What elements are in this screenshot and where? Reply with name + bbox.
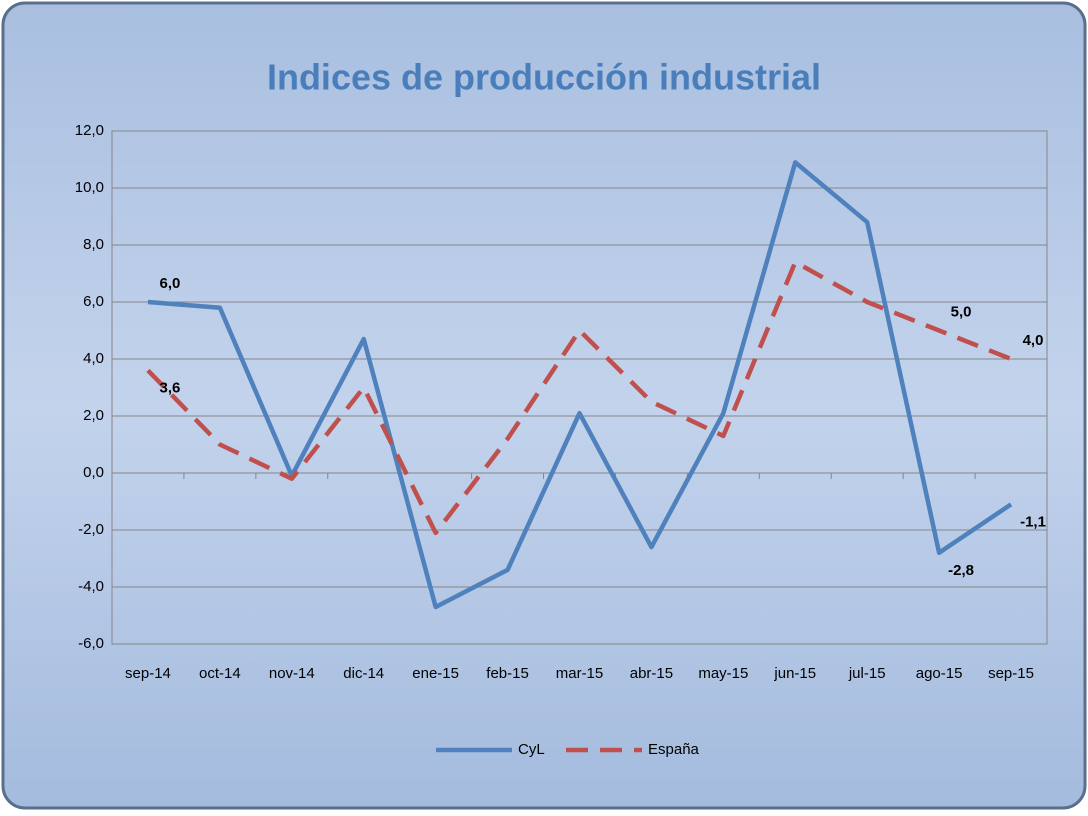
y-tick-label: -4,0 [78, 578, 104, 595]
y-tick-label: -6,0 [78, 635, 104, 652]
x-tick-label: nov-14 [269, 665, 315, 682]
x-tick-label: ene-15 [412, 665, 459, 682]
data-label: -1,1 [1020, 513, 1046, 530]
data-line [146, 259, 1012, 536]
x-tick-label: ago-15 [916, 665, 963, 682]
x-tick-label: abr-15 [630, 665, 673, 682]
data-label: -2,8 [948, 562, 974, 579]
x-tick-label: dic-14 [343, 665, 384, 682]
data-label: 4,0 [1023, 332, 1044, 349]
x-tick-label: oct-14 [199, 665, 241, 682]
x-tick-label: mar-15 [556, 665, 604, 682]
data-label: 5,0 [951, 303, 972, 320]
x-tick-label: feb-15 [486, 665, 529, 682]
x-tick-label: sep-14 [125, 665, 171, 682]
legend-label: España [648, 741, 700, 758]
legend-label: CyL [518, 741, 545, 758]
y-tick-label: 12,0 [75, 122, 104, 139]
x-tick-label: jun-15 [773, 665, 816, 682]
y-tick-label: 8,0 [83, 236, 104, 253]
x-tick-label: sep-15 [988, 665, 1034, 682]
y-tick-label: -2,0 [78, 521, 104, 538]
data-label: 6,0 [160, 275, 181, 292]
y-tick-label: 10,0 [75, 179, 104, 196]
y-tick-label: 0,0 [83, 464, 104, 481]
data-label: 3,6 [160, 379, 181, 396]
y-tick-label: 4,0 [83, 350, 104, 367]
y-tick-label: 2,0 [83, 407, 104, 424]
chart-title: Indices de producción industrial [267, 57, 821, 98]
x-tick-label: jul-15 [848, 665, 886, 682]
y-tick-label: 6,0 [83, 293, 104, 310]
x-tick-label: may-15 [698, 665, 748, 682]
